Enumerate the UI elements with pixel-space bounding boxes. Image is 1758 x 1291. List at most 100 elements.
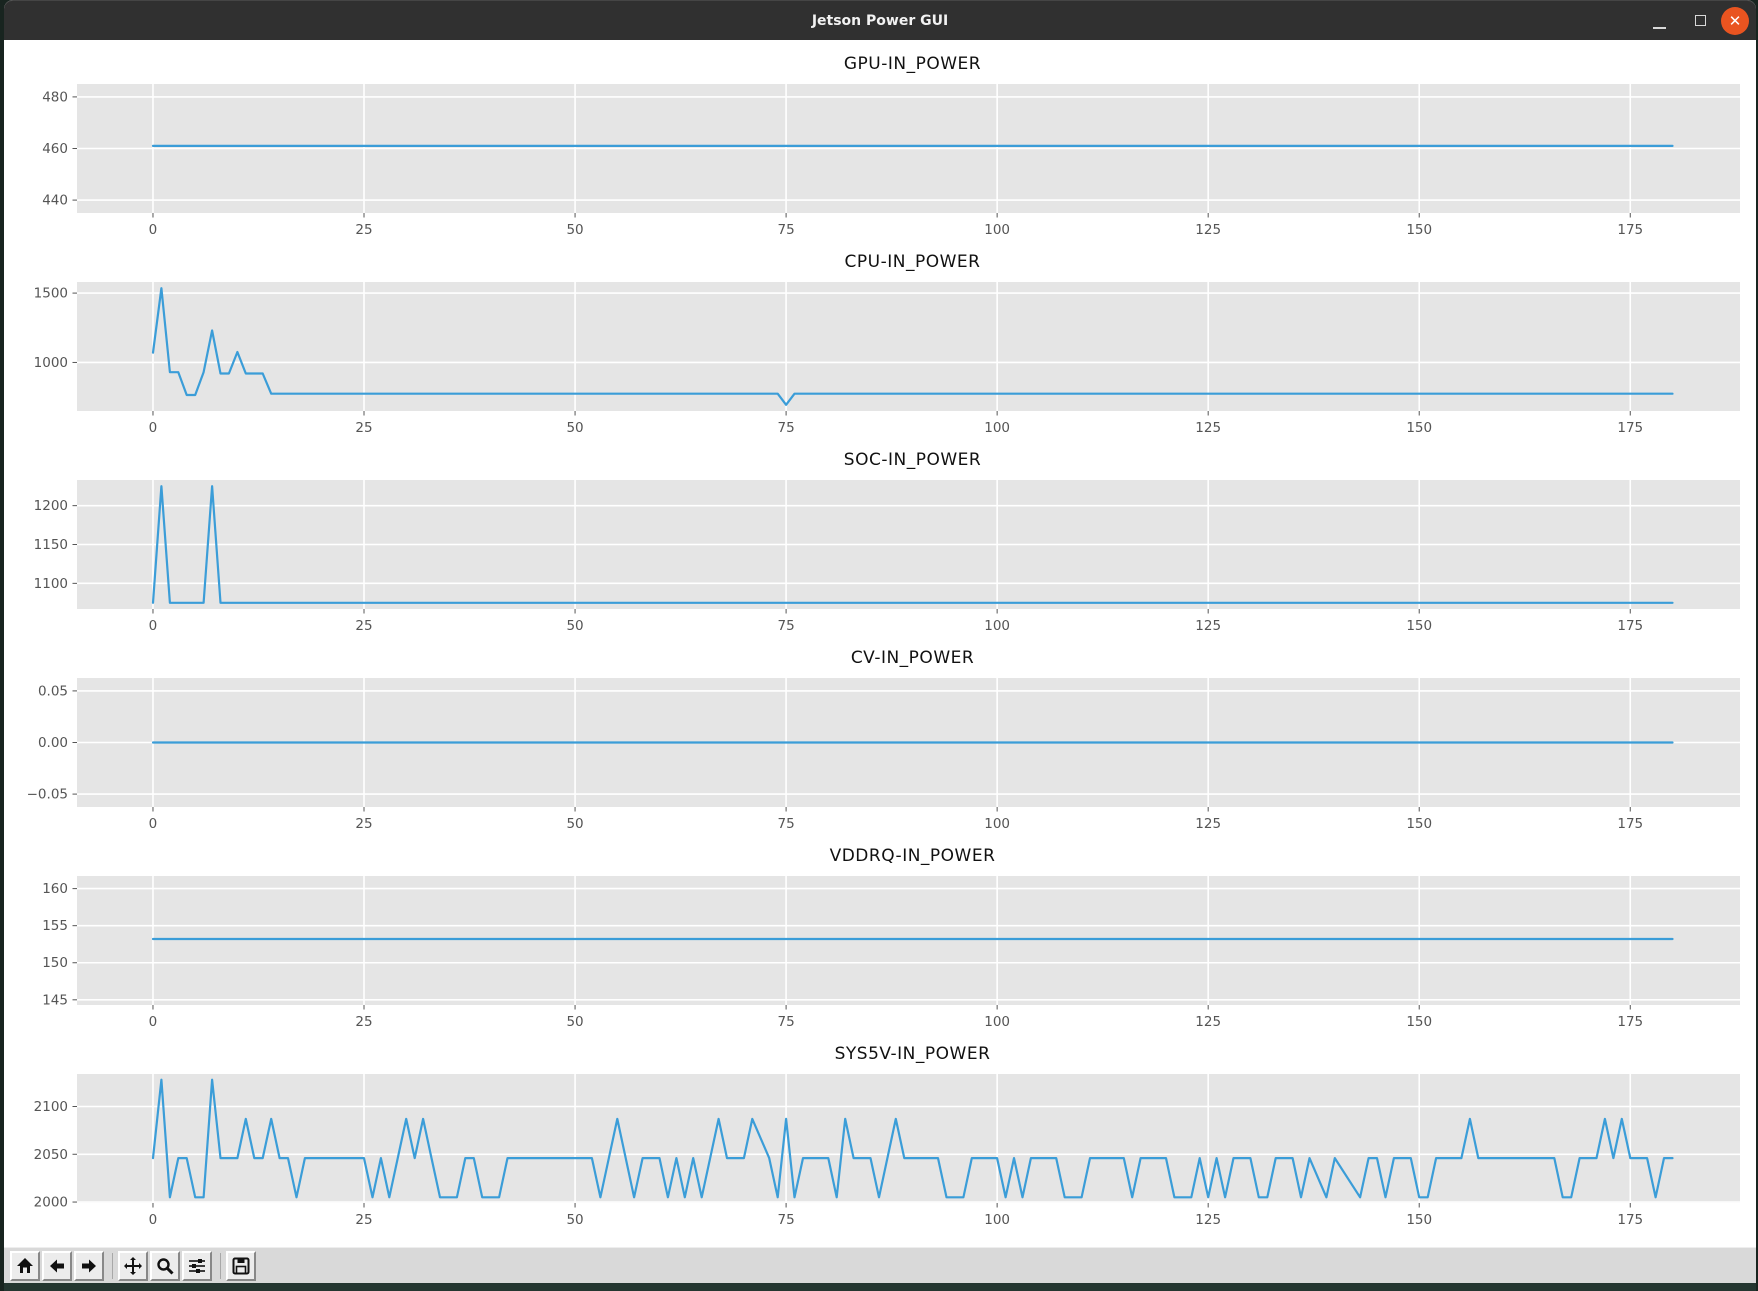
chart-cpu-in-power: CPU-IN_POWER 0 25 50 75 100 125 150 175 1000 1500 [4,252,1756,452]
svg-text:50: 50 [566,618,583,634]
minimize-icon [1653,27,1666,29]
svg-text:175: 175 [1617,1212,1643,1228]
svg-text:100: 100 [984,1212,1010,1228]
cv-in-power-plot: 0 25 50 75 100 125 150 175 −0.05 0.00 0.05 [27,678,1740,832]
home-icon [17,1258,33,1273]
cpu-in-power-plot: 0 25 50 75 100 125 150 175 1000 1500 [34,282,1740,436]
svg-text:2100: 2100 [34,1099,68,1115]
chart-title: CPU-IN_POWER [844,252,981,272]
svg-text:25: 25 [355,816,372,832]
zoom-magnifier-icon [157,1258,174,1275]
back-arrow-icon [50,1259,64,1273]
configure-subplots-button[interactable] [182,1251,212,1281]
svg-text:125: 125 [1195,420,1221,436]
svg-text:1100: 1100 [34,576,68,592]
figure-canvas: GPU-IN_POWER 0 25 50 75 100 125 150 175 440 460 48… [4,40,1756,1247]
gpu-in-power-plot: 0 25 50 75 100 125 150 175 440 460 480 [42,84,1740,238]
svg-text:155: 155 [42,918,68,934]
svg-text:125: 125 [1195,816,1221,832]
svg-text:100: 100 [984,618,1010,634]
svg-text:75: 75 [778,222,795,238]
svg-text:25: 25 [355,1014,372,1030]
close-button[interactable]: ✕ [1716,1,1756,41]
svg-text:175: 175 [1617,618,1643,634]
pan-button[interactable] [118,1251,148,1281]
chart-title: VDDRQ-IN_POWER [829,846,996,866]
svg-text:0: 0 [149,618,158,634]
svg-text:160: 160 [42,881,68,897]
svg-text:100: 100 [984,1014,1010,1030]
svg-text:0.05: 0.05 [38,683,68,699]
chart-vddrq-in-power: VDDRQ-IN_POWER 0 25 50 75 100 125 150 175 145 150… [4,846,1756,1046]
window-title: Jetson Power GUI [811,13,949,29]
svg-text:2050: 2050 [34,1147,68,1163]
close-icon: ✕ [1721,7,1749,35]
configure-subplots-icon [189,1259,205,1273]
toolbar-separator [220,1253,221,1279]
svg-text:175: 175 [1617,1014,1643,1030]
chart-sys5v-in-power: SYS5V-IN_POWER 0 25 50 75 100 125 150 175 2000 20… [4,1044,1756,1244]
save-floppy-icon [232,1257,250,1275]
svg-text:0.00: 0.00 [38,735,68,751]
svg-text:0: 0 [149,420,158,436]
svg-text:75: 75 [778,816,795,832]
vddrq-in-power-plot: 0 25 50 75 100 125 150 175 145 150 155 160 [42,876,1740,1030]
minimize-button[interactable] [1640,1,1680,41]
svg-text:0: 0 [149,1212,158,1228]
svg-text:1500: 1500 [34,286,68,302]
titlebar[interactable]: Jetson Power GUI ✕ [4,0,1756,40]
svg-text:125: 125 [1195,1014,1221,1030]
svg-text:25: 25 [355,1212,372,1228]
svg-text:50: 50 [566,1212,583,1228]
chart-cv-in-power: CV-IN_POWER 0 25 50 75 100 125 150 175 −0.05 0.00… [4,648,1756,848]
home-button[interactable] [10,1251,40,1281]
save-button[interactable] [226,1251,256,1281]
svg-text:0: 0 [149,1014,158,1030]
svg-text:440: 440 [42,193,68,209]
navigation-toolbar [4,1247,1756,1283]
svg-text:75: 75 [778,420,795,436]
zoom-button[interactable] [150,1251,180,1281]
svg-text:100: 100 [984,816,1010,832]
svg-text:50: 50 [566,222,583,238]
sys5v-in-power-plot: 0 25 50 75 100 125 150 175 2000 2050 2100 [34,1074,1740,1228]
svg-text:50: 50 [566,1014,583,1030]
pan-move-icon [124,1257,142,1275]
svg-text:150: 150 [42,955,68,971]
chart-soc-in-power: SOC-IN_POWER 0 25 50 75 100 125 150 175 1100 1150… [4,450,1756,650]
forward-button[interactable] [74,1251,104,1281]
svg-text:100: 100 [984,420,1010,436]
chart-title: GPU-IN_POWER [843,54,982,74]
svg-text:175: 175 [1617,222,1643,238]
svg-text:25: 25 [355,222,372,238]
svg-text:145: 145 [42,992,68,1008]
svg-text:25: 25 [355,618,372,634]
app-window: Jetson Power GUI ✕ GPU-IN_POWER 0 25 50 75 1… [4,0,1756,1283]
maximize-button[interactable] [1682,1,1722,41]
svg-text:25: 25 [355,420,372,436]
svg-text:50: 50 [566,420,583,436]
chart-gpu-in-power: GPU-IN_POWER 0 25 50 75 100 125 150 175 440 460 48… [4,54,1756,254]
forward-arrow-icon [82,1259,96,1273]
svg-text:50: 50 [566,816,583,832]
svg-text:1000: 1000 [34,355,68,371]
svg-text:75: 75 [778,1014,795,1030]
maximize-icon [1695,15,1706,26]
svg-text:1150: 1150 [34,537,68,553]
svg-text:125: 125 [1195,618,1221,634]
svg-text:0: 0 [149,816,158,832]
toolbar-separator [112,1253,113,1279]
svg-text:100: 100 [984,222,1010,238]
desktop-edge [4,1283,1756,1291]
svg-text:150: 150 [1406,1014,1432,1030]
svg-text:175: 175 [1617,816,1643,832]
svg-text:480: 480 [42,89,68,105]
svg-text:0: 0 [149,222,158,238]
svg-text:150: 150 [1406,816,1432,832]
svg-text:75: 75 [778,618,795,634]
svg-text:150: 150 [1406,222,1432,238]
chart-title: SOC-IN_POWER [843,450,982,470]
svg-text:1200: 1200 [34,498,68,514]
back-button[interactable] [42,1251,72,1281]
soc-in-power-plot: 0 25 50 75 100 125 150 175 1100 1150 1200 [34,480,1740,634]
